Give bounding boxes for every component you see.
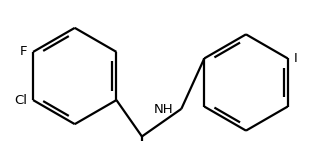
Text: F: F: [20, 45, 27, 58]
Text: Cl: Cl: [15, 94, 27, 107]
Text: I: I: [294, 52, 298, 65]
Text: NH: NH: [154, 103, 173, 116]
